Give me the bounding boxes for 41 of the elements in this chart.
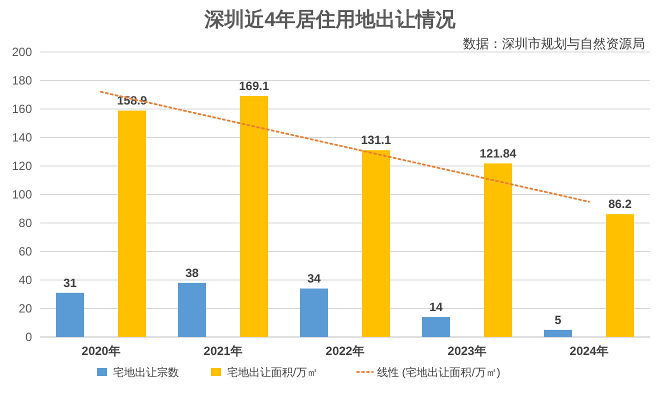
y-tick-label: 200 xyxy=(12,45,32,59)
legend-label: 线性 (宅地出让面积/万㎡) xyxy=(377,366,500,379)
y-tick-label: 120 xyxy=(12,159,32,173)
data-label: 14 xyxy=(429,300,443,314)
bar xyxy=(118,110,146,337)
chart-title: 深圳近4年居住用地出让情况 xyxy=(203,8,457,31)
data-label: 121.84 xyxy=(480,146,517,160)
text: 数据：深圳市规划与自然资源局 xyxy=(463,36,645,51)
y-tick-label: 180 xyxy=(12,74,32,88)
data-label: 131.1 xyxy=(360,133,392,148)
y-tick-label: 20 xyxy=(18,302,32,316)
y-tick-label: 0 xyxy=(25,330,32,344)
bar xyxy=(484,163,512,337)
x-tick-label: 2023年 xyxy=(448,344,486,358)
bar xyxy=(422,317,450,337)
bar xyxy=(56,292,84,337)
y-tick-label: 100 xyxy=(12,188,32,202)
x-tick-label: 2020年 xyxy=(82,344,120,358)
bar xyxy=(606,214,634,337)
bar xyxy=(544,330,572,337)
data-label: 5 xyxy=(554,312,562,327)
data-label: 31 xyxy=(63,276,77,290)
data-label: 38 xyxy=(185,266,199,280)
x-tick-label: 2021年 xyxy=(204,344,242,358)
bar xyxy=(362,150,390,337)
line-series xyxy=(100,91,590,203)
data-label: 86.2 xyxy=(608,197,632,212)
y-tick-label: 40 xyxy=(18,273,32,287)
data-label: 34 xyxy=(307,272,321,286)
y-tick-label: 160 xyxy=(12,102,32,116)
y-tick-label: 60 xyxy=(18,244,32,258)
x-tick-label: 2024年 xyxy=(570,344,608,358)
y-tick-label: 140 xyxy=(12,130,32,144)
bar xyxy=(300,288,328,337)
legend-label: 宅地出让宗数 xyxy=(113,366,179,379)
y-tick-label: 80 xyxy=(18,216,32,230)
data-label: 169.1 xyxy=(238,79,270,94)
bar xyxy=(240,96,268,337)
x-tick-label: 2022年 xyxy=(326,344,364,358)
bar xyxy=(178,282,206,337)
legend-label: 宅地出让面积/万㎡ xyxy=(227,366,318,379)
